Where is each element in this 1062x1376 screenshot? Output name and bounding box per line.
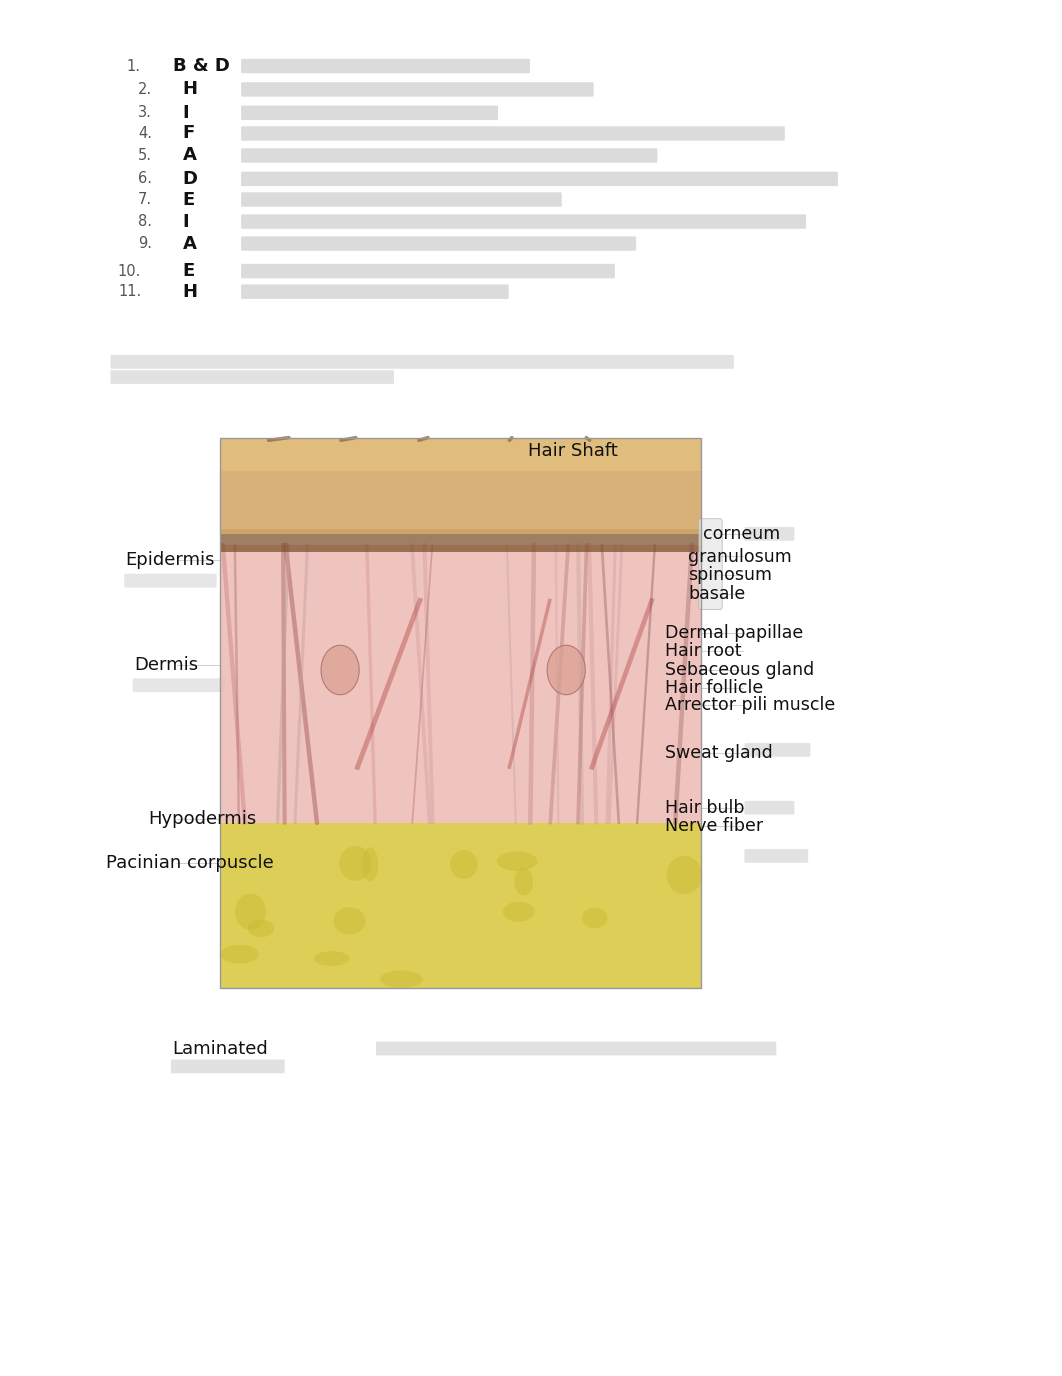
Ellipse shape [514, 868, 533, 896]
Text: Dermis: Dermis [134, 655, 198, 674]
Text: A: A [183, 234, 196, 253]
Text: Nerve fiber: Nerve fiber [665, 816, 763, 835]
Text: 8.: 8. [138, 215, 152, 228]
Text: F: F [183, 124, 195, 143]
Circle shape [321, 645, 359, 695]
Text: H: H [183, 80, 198, 99]
Ellipse shape [235, 893, 266, 930]
Text: Laminated: Laminated [172, 1039, 268, 1058]
FancyBboxPatch shape [241, 215, 806, 228]
Bar [220, 530, 701, 552]
FancyBboxPatch shape [744, 743, 810, 757]
Text: D: D [183, 169, 198, 189]
Ellipse shape [380, 970, 423, 988]
Ellipse shape [582, 908, 607, 929]
FancyBboxPatch shape [241, 193, 562, 206]
Text: E: E [183, 190, 195, 209]
Text: Sebaceous gland: Sebaceous gland [665, 660, 815, 680]
FancyBboxPatch shape [699, 519, 722, 610]
Text: Dermal papillae: Dermal papillae [665, 623, 803, 643]
FancyBboxPatch shape [241, 237, 636, 250]
Text: 9.: 9. [138, 237, 152, 250]
Text: basale: basale [688, 585, 746, 604]
Ellipse shape [503, 901, 534, 922]
FancyBboxPatch shape [110, 355, 734, 369]
Circle shape [547, 645, 585, 695]
Text: 5.: 5. [138, 149, 152, 162]
Bar [220, 438, 701, 472]
Text: B & D: B & D [173, 56, 230, 76]
Text: Hair Shaft: Hair Shaft [528, 442, 618, 461]
FancyBboxPatch shape [744, 527, 794, 541]
Bar [220, 438, 701, 534]
FancyBboxPatch shape [110, 370, 394, 384]
Text: Hair bulb: Hair bulb [665, 798, 744, 817]
Text: 6.: 6. [138, 172, 152, 186]
Text: H: H [183, 282, 198, 301]
Text: I: I [183, 212, 189, 231]
FancyBboxPatch shape [241, 285, 509, 299]
FancyBboxPatch shape [171, 1060, 285, 1073]
Ellipse shape [450, 850, 478, 879]
Text: Epidermis: Epidermis [125, 550, 215, 570]
Text: Arrector pili muscle: Arrector pili muscle [665, 695, 835, 714]
Text: Sweat gland: Sweat gland [665, 743, 772, 762]
Text: 7.: 7. [138, 193, 152, 206]
FancyBboxPatch shape [124, 574, 217, 588]
Ellipse shape [333, 907, 365, 934]
FancyBboxPatch shape [376, 1042, 776, 1055]
Text: Pacinian corpuscle: Pacinian corpuscle [106, 853, 274, 872]
Text: Hair follicle: Hair follicle [665, 678, 764, 698]
Text: spinosum: spinosum [688, 566, 772, 585]
Ellipse shape [497, 852, 537, 871]
FancyBboxPatch shape [241, 149, 657, 162]
Ellipse shape [247, 919, 274, 937]
Text: 4.: 4. [138, 127, 152, 140]
Text: corneum: corneum [703, 524, 781, 544]
FancyBboxPatch shape [744, 849, 808, 863]
Text: 10.: 10. [118, 264, 141, 278]
Text: A: A [183, 146, 196, 165]
Text: Hypodermis: Hypodermis [149, 809, 257, 828]
FancyBboxPatch shape [241, 264, 615, 278]
Text: 3.: 3. [138, 106, 152, 120]
Ellipse shape [667, 856, 702, 894]
Text: 2.: 2. [138, 83, 152, 96]
Bar [220, 545, 701, 823]
Text: 1.: 1. [126, 59, 140, 73]
FancyBboxPatch shape [744, 801, 794, 815]
FancyBboxPatch shape [241, 59, 530, 73]
Text: 11.: 11. [118, 285, 141, 299]
Text: Hair root: Hair root [665, 641, 741, 660]
Ellipse shape [314, 951, 349, 966]
Ellipse shape [362, 848, 378, 882]
FancyBboxPatch shape [241, 172, 838, 186]
FancyBboxPatch shape [241, 83, 594, 96]
Bar [220, 438, 701, 988]
Ellipse shape [221, 945, 258, 963]
FancyBboxPatch shape [241, 127, 785, 140]
FancyBboxPatch shape [133, 678, 225, 692]
FancyBboxPatch shape [241, 106, 498, 120]
Text: I: I [183, 103, 189, 122]
Ellipse shape [339, 846, 372, 881]
Text: granulosum: granulosum [688, 548, 792, 567]
Bar [220, 823, 701, 988]
Text: E: E [183, 261, 195, 281]
